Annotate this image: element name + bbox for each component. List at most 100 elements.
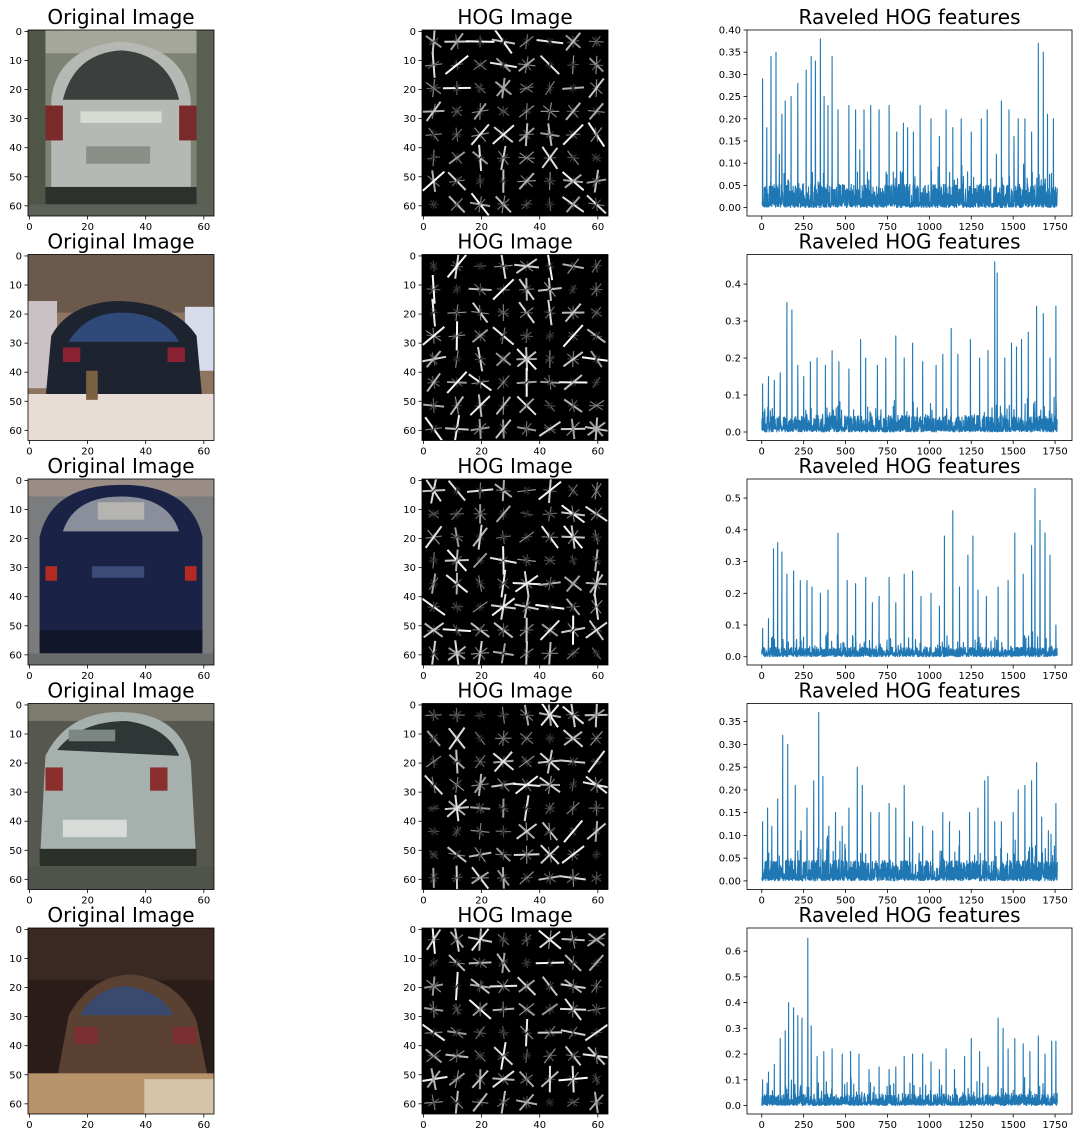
y-tick-label: 50	[9, 1070, 22, 1081]
y-tick-label: 10	[9, 281, 22, 292]
hog-gradient-bin	[446, 798, 468, 818]
y-tick-label: 50	[403, 172, 416, 183]
hog-gradient-bin	[591, 259, 602, 273]
hog-gradient-bin	[546, 510, 553, 518]
y-tick-label: 60	[403, 650, 416, 661]
hog-gradient-bin	[518, 172, 535, 190]
hog-gradient-bin	[518, 1003, 535, 1016]
axes-frame	[27, 29, 215, 217]
y-tick-label: 60	[9, 426, 22, 437]
x-tick-label: 40	[139, 896, 152, 907]
y-tick-label: 60	[9, 201, 22, 212]
hog-gradient-bin	[545, 959, 554, 966]
hog-gradient-bin	[568, 483, 578, 498]
hog-gradient-bin	[591, 483, 602, 499]
y-tick-label: 0.1	[725, 621, 741, 632]
y-tick-label: 40	[403, 592, 416, 603]
x-tick-label: 250	[794, 896, 813, 907]
hog-gradient-bin	[429, 424, 438, 433]
x-tick-label: 1250	[959, 222, 984, 233]
y-tick-label: 0.0	[725, 427, 741, 438]
hog-gradient-bin	[522, 285, 532, 294]
y-tick-label: 20	[403, 759, 416, 770]
hog-gradient-bin	[429, 200, 438, 209]
hog-gradient-bin	[474, 198, 486, 211]
hog-gradient-bin	[425, 350, 442, 368]
x-tick-label: 750	[878, 1120, 897, 1131]
x-tick-label: 250	[794, 1120, 813, 1131]
y-tick-label: 30	[403, 563, 416, 574]
hog-gradient-bin	[475, 177, 485, 185]
hog-gradient-bin	[453, 758, 461, 765]
x-tick-label: 750	[878, 896, 897, 907]
hog-gradient-bin	[451, 331, 463, 341]
hog-gradient-bin	[592, 355, 601, 363]
hog-gradient-bin	[566, 1097, 580, 1107]
x-tick-label: 60	[591, 222, 604, 233]
hog-gradient-bin	[495, 505, 511, 523]
hog-gradient-bin	[546, 734, 554, 742]
y-tick-label: 60	[403, 1099, 416, 1110]
hog-gradient-bin	[448, 151, 466, 165]
hog-gradient-bin	[498, 731, 509, 746]
y-tick-label: 50	[403, 846, 416, 857]
hog-gradient-bin	[452, 826, 462, 837]
hog-gradient-bin	[545, 108, 554, 115]
axes-frame	[421, 254, 609, 441]
hog-gradient-bin	[592, 175, 601, 187]
hog-gradient-bin	[519, 151, 535, 165]
hog-gradient-bin	[546, 1099, 554, 1106]
x-tick-label: 500	[836, 447, 855, 458]
x-tick-label: 1000	[917, 222, 942, 233]
y-tick-label: 0	[16, 925, 22, 936]
hog-gradient-bin	[519, 849, 534, 861]
y-tick-label: 0.2	[725, 354, 741, 365]
hog-gradient-bin	[472, 1002, 488, 1017]
hog-gradient-bin	[473, 776, 487, 794]
y-tick-label: 0.30	[719, 740, 741, 751]
panel-title: Original Image	[47, 230, 194, 254]
y-tick-label: 0	[16, 476, 22, 487]
x-tick-label: 40	[533, 896, 546, 907]
hog-gradient-bin	[447, 645, 467, 661]
hog-gradient-bin	[499, 263, 508, 269]
x-tick-label: 20	[475, 671, 488, 682]
hog-gradient-bin	[585, 621, 608, 639]
hog-gradient-bin	[497, 308, 510, 317]
subplot-image-row-5: Original Image 0 20 40 60 0 10 20 30 40 50 60	[9, 903, 215, 1131]
hog-gradient-bin	[587, 421, 606, 437]
y-tick-label: 0.40	[719, 26, 741, 37]
hog-gradient-bin	[424, 525, 443, 549]
hog-gradient-bin	[498, 107, 509, 116]
hog-gradient-bin	[545, 872, 554, 883]
hog-gradient-bin	[449, 32, 464, 51]
hog-gradient-bin	[430, 486, 437, 495]
y-tick-label: 0.2	[725, 589, 741, 600]
hog-gradient-bin	[472, 527, 488, 547]
hog-gradient-bin	[493, 751, 513, 773]
axes-frame	[27, 927, 215, 1115]
y-tick-label: 0.15	[719, 808, 741, 819]
hog-gradient-bin	[569, 284, 577, 295]
x-tick-label: 60	[591, 896, 604, 907]
y-tick-label: 0.3	[725, 557, 741, 568]
hog-gradient-bin	[499, 712, 508, 719]
hog-gradient-bin	[450, 197, 464, 211]
x-tick-label: 40	[533, 222, 546, 233]
hog-gradient-bin	[450, 934, 464, 946]
hog-gradient-bin	[429, 850, 438, 859]
y-tick-label: 20	[403, 85, 416, 96]
x-tick-label: 1000	[917, 1120, 942, 1131]
hog-gradient-bin	[499, 851, 508, 859]
x-tick-label: 750	[878, 671, 897, 682]
hog-gradient-bin	[453, 626, 461, 634]
hog-gradient-bin	[591, 283, 602, 296]
y-tick-label: 10	[403, 56, 416, 67]
hog-gradient-bin	[563, 730, 583, 746]
hog-gradient-bin	[498, 578, 509, 589]
hog-gradient-bin	[477, 308, 484, 317]
y-tick-label: 0.35	[719, 48, 741, 59]
y-tick-label: 0.10	[719, 831, 741, 842]
hog-gradient-bin	[499, 487, 508, 494]
